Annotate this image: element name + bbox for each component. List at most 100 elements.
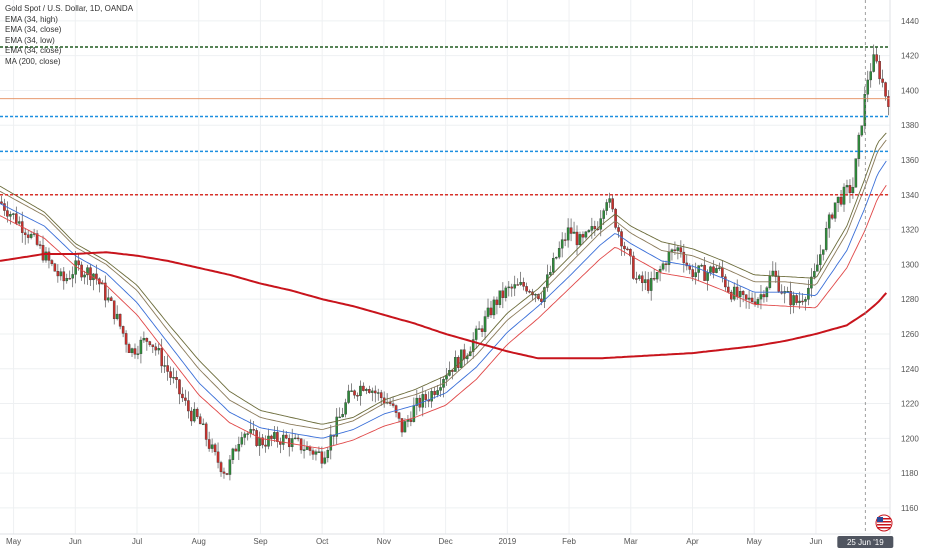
bearish-candle [178,379,181,395]
bullish-candle [584,231,588,238]
bullish-candle [833,202,837,219]
crosshair-date-label: 25 Jun '19 [847,538,884,547]
bullish-candle [273,432,276,439]
bullish-candle [460,349,463,368]
bullish-candle [643,279,647,284]
bullish-candle [560,239,564,249]
legend-ma-200[interactable]: MA (200, close) [5,56,61,66]
bearish-candle [575,231,579,246]
bearish-candle [190,410,193,422]
flag-stripe [877,527,891,529]
bearish-candle [104,282,107,301]
bullish-candle [486,307,490,317]
bearish-candle [563,239,567,241]
us-flag-icon [875,514,893,532]
bullish-candle [44,251,48,261]
y-tick-label: 1320 [901,226,919,235]
ema-line [0,185,887,450]
bullish-candle [403,421,407,433]
bearish-candle [252,429,255,431]
bullish-candle [552,257,555,273]
bullish-candle [201,423,205,426]
bearish-candle [121,326,125,334]
bearish-candle [261,437,264,446]
bearish-candle [581,234,585,238]
bearish-candle [727,286,730,293]
legend-title[interactable]: Gold Spot / U.S. Dollar, 1D, OANDA [5,4,134,13]
bullish-candle [237,444,241,452]
bullish-candle [436,390,439,395]
bearish-candle [222,471,226,474]
bearish-candle [3,203,6,211]
bullish-candle [293,437,297,440]
bullish-candle [599,218,603,230]
bullish-candle [670,249,674,252]
y-tick-label: 1260 [901,330,919,339]
bullish-candle [142,337,146,341]
bearish-candle [368,389,371,393]
bearish-candle [433,391,436,395]
legend-ema-close-2[interactable]: EMA (34, close) [5,46,62,55]
bearish-candle [525,286,528,292]
bullish-candle [157,348,160,351]
bearish-candle [118,313,122,327]
bullish-candle [9,214,12,217]
bearish-candle [154,346,158,351]
bearish-candle [495,299,499,305]
bearish-candle [47,251,51,261]
bullish-candle [282,434,285,445]
bullish-candle [649,278,653,291]
bullish-candle [504,287,508,298]
x-axis: May Jun Jul Aug Sep Oct Nov Dec 2019 Feb Mar Apr May… [0,533,894,548]
bearish-candle [148,341,152,345]
bullish-candle [715,268,718,273]
bearish-candle [409,419,413,422]
bullish-candle [12,213,15,215]
bearish-candle [204,423,208,440]
ema-line [0,160,887,439]
bullish-candle [821,249,825,255]
bearish-candle [216,451,220,463]
bullish-candle [824,228,828,250]
bearish-candle [127,344,131,354]
bullish-candle [18,221,21,224]
bullish-candle [863,94,867,126]
bearish-candle [391,403,395,406]
bearish-candle [522,282,525,287]
bearish-candle [77,260,80,266]
legend-ema-close[interactable]: EMA (34, close) [5,25,62,34]
bearish-candle [308,446,312,451]
bearish-candle [270,435,273,439]
flag-stripe [877,518,891,520]
bullish-candle [554,256,558,259]
bearish-candle [196,408,199,417]
bearish-candle [641,275,644,284]
bearish-candle [614,208,617,228]
bearish-candle [501,290,505,298]
bullish-candle [810,276,813,289]
legend-ema-low[interactable]: EMA (34, low) [5,35,55,45]
bullish-candle [498,290,502,305]
bullish-candle [827,214,831,229]
bearish-candle [169,371,172,378]
bullish-candle [445,375,448,380]
bearish-candle [830,214,834,219]
bearish-candle [400,418,404,433]
x-tick-label: Mar [624,537,638,546]
bearish-candle [362,385,365,391]
bullish-candle [130,348,134,354]
x-tick-label: May [747,537,762,546]
bearish-candle [181,393,184,399]
legend-ema-high[interactable]: EMA (34, high) [5,14,58,24]
crosshair-date-tag [837,536,894,548]
bullish-candle [792,295,795,306]
bullish-candle [798,300,801,303]
bearish-candle [750,297,754,302]
y-tick-label: 1420 [901,52,919,61]
bearish-candle [635,278,638,280]
bearish-candle [0,201,3,204]
bullish-candle [474,328,478,340]
